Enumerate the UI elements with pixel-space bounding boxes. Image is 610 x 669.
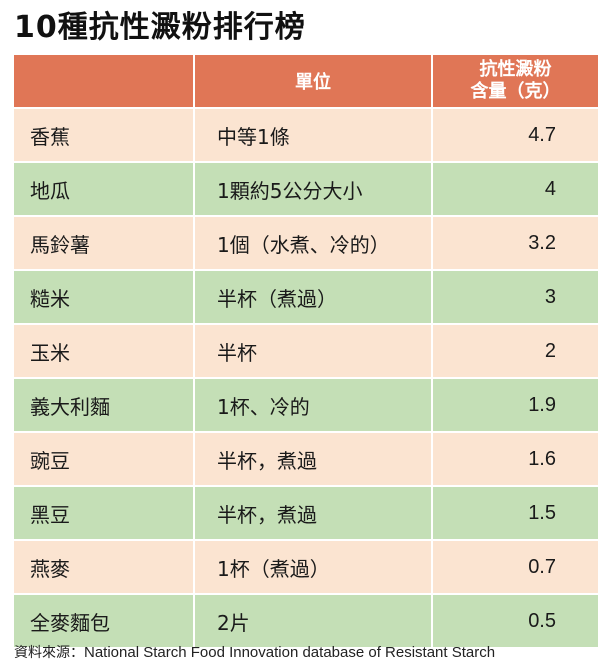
serving-unit-cell: 1杯、冷的 <box>195 379 431 431</box>
header-unit-cell: 單位 <box>195 55 431 107</box>
starch-amount-cell: 3 <box>433 271 598 323</box>
food-name-cell: 馬鈴薯 <box>14 217 193 269</box>
starch-amount-cell: 4.7 <box>433 109 598 161</box>
starch-amount-cell: 1.6 <box>433 433 598 485</box>
table-row: 義大利麵 1杯、冷的 1.9 <box>14 379 598 431</box>
starch-amount-cell: 0.7 <box>433 541 598 593</box>
serving-unit-cell: 半杯，煮過 <box>195 433 431 485</box>
food-name-cell: 玉米 <box>14 325 193 377</box>
food-name-cell: 黑豆 <box>14 487 193 539</box>
starch-amount-cell: 2 <box>433 325 598 377</box>
table-row: 地瓜 1顆約5公分大小 4 <box>14 163 598 215</box>
food-name-cell: 全麥麵包 <box>14 595 193 647</box>
starch-amount-cell: 1.9 <box>433 379 598 431</box>
table-row: 燕麥 1杯（煮過） 0.7 <box>14 541 598 593</box>
resistant-starch-table: 單位 抗性澱粉 含量（克） 香蕉 中等1條 4.7 地瓜 1顆約5公分大小 4 … <box>14 55 598 649</box>
table-row: 全麥麵包 2片 0.5 <box>14 595 598 647</box>
serving-unit-cell: 1顆約5公分大小 <box>195 163 431 215</box>
table-row: 玉米 半杯 2 <box>14 325 598 377</box>
serving-unit-cell: 中等1條 <box>195 109 431 161</box>
header-food-cell <box>14 55 193 107</box>
page-title: 10種抗性澱粉排行榜 <box>14 10 306 45</box>
header-amount-cell: 抗性澱粉 含量（克） <box>433 55 598 107</box>
table-row: 香蕉 中等1條 4.7 <box>14 109 598 161</box>
food-name-cell: 香蕉 <box>14 109 193 161</box>
food-name-cell: 豌豆 <box>14 433 193 485</box>
source-note: 資料來源：National Starch Food Innovation dat… <box>14 643 495 663</box>
header-amount-line1: 抗性澱粉 <box>479 59 552 80</box>
source-label: 資料來源： <box>14 645 84 661</box>
serving-unit-cell: 1杯（煮過） <box>195 541 431 593</box>
food-name-cell: 燕麥 <box>14 541 193 593</box>
serving-unit-cell: 半杯，煮過 <box>195 487 431 539</box>
source-text: National Starch Food Innovation database… <box>84 644 496 661</box>
table-row: 糙米 半杯（煮過） 3 <box>14 271 598 323</box>
starch-amount-cell: 0.5 <box>433 595 598 647</box>
food-name-cell: 義大利麵 <box>14 379 193 431</box>
starch-amount-cell: 4 <box>433 163 598 215</box>
header-amount-line2: 含量（克） <box>470 81 561 102</box>
starch-amount-cell: 1.5 <box>433 487 598 539</box>
serving-unit-cell: 半杯（煮過） <box>195 271 431 323</box>
serving-unit-cell: 1個（水煮、冷的） <box>195 217 431 269</box>
table-row: 豌豆 半杯，煮過 1.6 <box>14 433 598 485</box>
serving-unit-cell: 半杯 <box>195 325 431 377</box>
starch-amount-cell: 3.2 <box>433 217 598 269</box>
table-header-row: 單位 抗性澱粉 含量（克） <box>14 55 598 107</box>
serving-unit-cell: 2片 <box>195 595 431 647</box>
food-name-cell: 地瓜 <box>14 163 193 215</box>
food-name-cell: 糙米 <box>14 271 193 323</box>
table-row: 馬鈴薯 1個（水煮、冷的） 3.2 <box>14 217 598 269</box>
table-row: 黑豆 半杯，煮過 1.5 <box>14 487 598 539</box>
